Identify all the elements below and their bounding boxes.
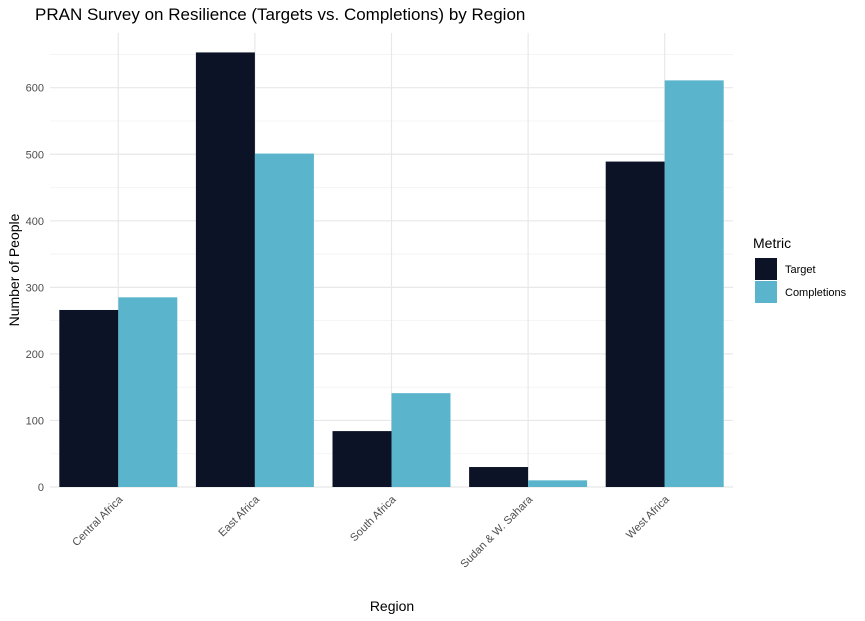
y-tick-label: 200 — [26, 349, 44, 361]
x-tick-label: Sudan & W. Sahara — [458, 493, 535, 570]
y-tick-label: 600 — [26, 83, 44, 95]
y-tick-label: 400 — [26, 216, 44, 228]
bar-completions-1 — [118, 297, 178, 487]
y-tick-label: 500 — [26, 149, 44, 161]
y-axis-title: Number of People — [6, 213, 22, 326]
legend-title: Metric — [753, 235, 791, 251]
legend-swatch-completions — [755, 281, 777, 303]
y-tick-label: 0 — [38, 482, 44, 494]
legend-label-completions: Completions — [785, 287, 847, 299]
bar-target-3 — [332, 431, 392, 487]
x-tick-label: West Africa — [624, 493, 672, 541]
bar-target-2 — [195, 52, 255, 488]
legend-label-target: Target — [785, 264, 816, 276]
chart-title: PRAN Survey on Resilience (Targets vs. C… — [35, 5, 525, 24]
bars — [59, 52, 724, 488]
y-tick-label: 100 — [26, 415, 44, 427]
bar-completions-2 — [254, 153, 314, 487]
legend: Metric Target Completions — [753, 235, 847, 303]
y-tick-label: 300 — [26, 282, 44, 294]
bar-target-1 — [59, 309, 119, 487]
x-axis-title: Region — [370, 598, 414, 614]
x-tick-label: East Africa — [216, 493, 262, 539]
x-axis-ticks: Central Africa East Africa South Africa Sud… — [70, 493, 672, 570]
bar-completions-3 — [391, 393, 451, 487]
x-tick-label: Central Africa — [70, 493, 126, 549]
x-tick-label: South Africa — [348, 493, 399, 544]
bar-completions-5 — [664, 80, 724, 487]
legend-swatch-target — [755, 258, 777, 280]
bar-target-4 — [469, 467, 529, 487]
bar-target-5 — [605, 161, 665, 487]
legend-items: Target Completions — [755, 258, 847, 303]
bar-completions-4 — [528, 480, 588, 487]
y-axis-ticks: 0 100 200 300 400 500 600 — [26, 83, 44, 494]
